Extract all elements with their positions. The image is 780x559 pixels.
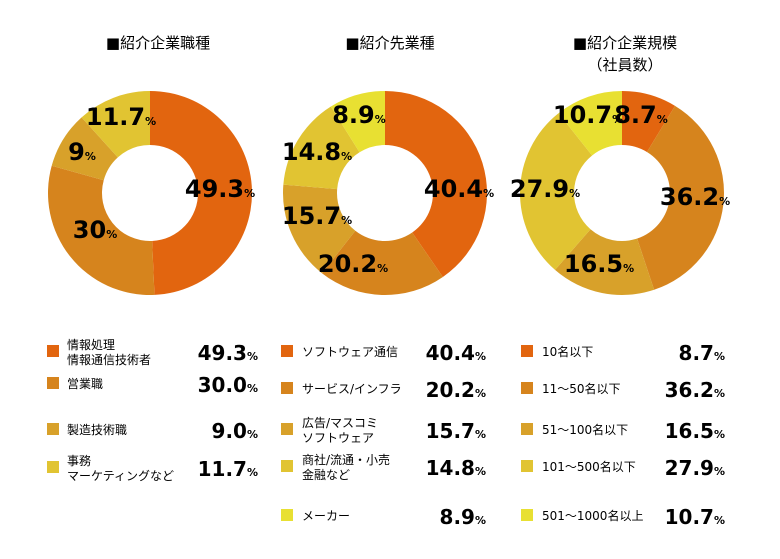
slice-label: 27.9%: [510, 175, 580, 203]
chart-title: ■紹介企業職種: [106, 34, 210, 52]
legend-value: 30.0%: [198, 373, 258, 397]
legend-swatch: [281, 423, 293, 435]
legend-label: 営業職: [67, 377, 103, 391]
slice-label: 36.2%: [660, 183, 730, 211]
legend-value: 8.9%: [440, 505, 486, 529]
legend-value: 16.5%: [665, 419, 725, 443]
chart-title: ■紹介企業規模: [573, 34, 677, 52]
legend-label: サービス/インフラ: [302, 382, 402, 396]
legend-label: 製造技術職: [67, 423, 127, 437]
donut-chart-3: ■紹介企業規模 （社員数） 8.7% 36.2% 16.5% 27.9% 10.7% 10名以…: [510, 34, 730, 529]
legend-value: 27.9%: [665, 456, 725, 480]
slice-label: 14.8%: [282, 138, 352, 166]
donut-slice: [558, 91, 622, 156]
slice-label: 10.7%: [553, 101, 623, 129]
legend-swatch: [521, 423, 533, 435]
legend-value: 40.4%: [426, 341, 486, 365]
legend-swatch: [521, 509, 533, 521]
legend-label: 事務マーケティングなど: [67, 454, 174, 483]
donut-slice: [385, 91, 488, 278]
legend-value: 9.0%: [212, 419, 258, 443]
donut-slice: [330, 91, 385, 153]
slice-label: 30%: [73, 216, 117, 244]
slice-label: 8.7%: [614, 101, 668, 129]
slice-label: 15.7%: [282, 202, 352, 230]
donut-slice: [150, 91, 253, 295]
legend-swatch: [281, 460, 293, 472]
donut-slice: [520, 113, 593, 270]
legend-value: 14.8%: [426, 456, 486, 480]
legend-label: ソフトウェア通信: [302, 345, 398, 359]
donut-chart-2: ■紹介先業種 40.4% 20.2% 15.7% 14.8% 8.9% ソフトウェア通信 40…: [281, 34, 494, 529]
legend-swatch: [521, 460, 533, 472]
legend-label: 11～50名以下: [542, 381, 621, 396]
legend-label: 51～100名以下: [542, 422, 628, 437]
slice-label: 40.4%: [424, 175, 494, 203]
legend-swatch: [47, 423, 59, 435]
legend-swatch: [281, 382, 293, 394]
legend-label: メーカー: [302, 509, 350, 523]
legend-swatch: [47, 377, 59, 389]
donut-slice: [81, 91, 150, 158]
slice-label: 49.3%: [185, 175, 255, 203]
donut-slice: [51, 117, 118, 181]
donut-chart-1: ■紹介企業職種 49.3% 30% 9% 11.7% 情報処理情報通信技術者 49.3% 営業…: [47, 34, 258, 483]
legend-swatch: [47, 461, 59, 473]
slice-label: 11.7%: [86, 103, 156, 131]
donut-slice: [637, 105, 724, 290]
donut-slice: [321, 230, 443, 295]
legend-label: 10名以下: [542, 344, 593, 359]
donut-slice: [283, 184, 356, 274]
donut-slice: [622, 91, 676, 152]
legend-value: 36.2%: [665, 378, 725, 402]
legend-swatch: [521, 345, 533, 357]
legend-label: 広告/マスコミソフトウェア: [302, 416, 378, 445]
chart-title: ■紹介先業種: [345, 34, 434, 52]
legend-label: 101～500名以下: [542, 459, 636, 474]
donut-slice: [283, 106, 360, 190]
legend-value: 8.7%: [679, 341, 725, 365]
legend-swatch: [521, 382, 533, 394]
slice-label: 20.2%: [318, 250, 388, 278]
legend-swatch: [281, 345, 293, 357]
legend-label: 情報処理情報通信技術者: [67, 338, 151, 367]
chart-subtitle: （社員数）: [587, 56, 662, 74]
legend-value: 49.3%: [198, 341, 258, 365]
legend-swatch: [47, 345, 59, 357]
slice-label: 9%: [68, 138, 96, 166]
donut-slice: [47, 165, 155, 295]
legend-value: 15.7%: [426, 419, 486, 443]
legend-swatch: [281, 509, 293, 521]
legend-label: 商社/流通・小売金融など: [302, 452, 390, 482]
legend-value: 10.7%: [665, 505, 725, 529]
donut-slice: [555, 229, 655, 295]
slice-label: 16.5%: [564, 250, 634, 278]
slice-label: 8.9%: [332, 101, 386, 129]
legend-value: 11.7%: [198, 457, 258, 481]
legend-label: 501～1000名以上: [542, 508, 643, 523]
legend-value: 20.2%: [426, 378, 486, 402]
